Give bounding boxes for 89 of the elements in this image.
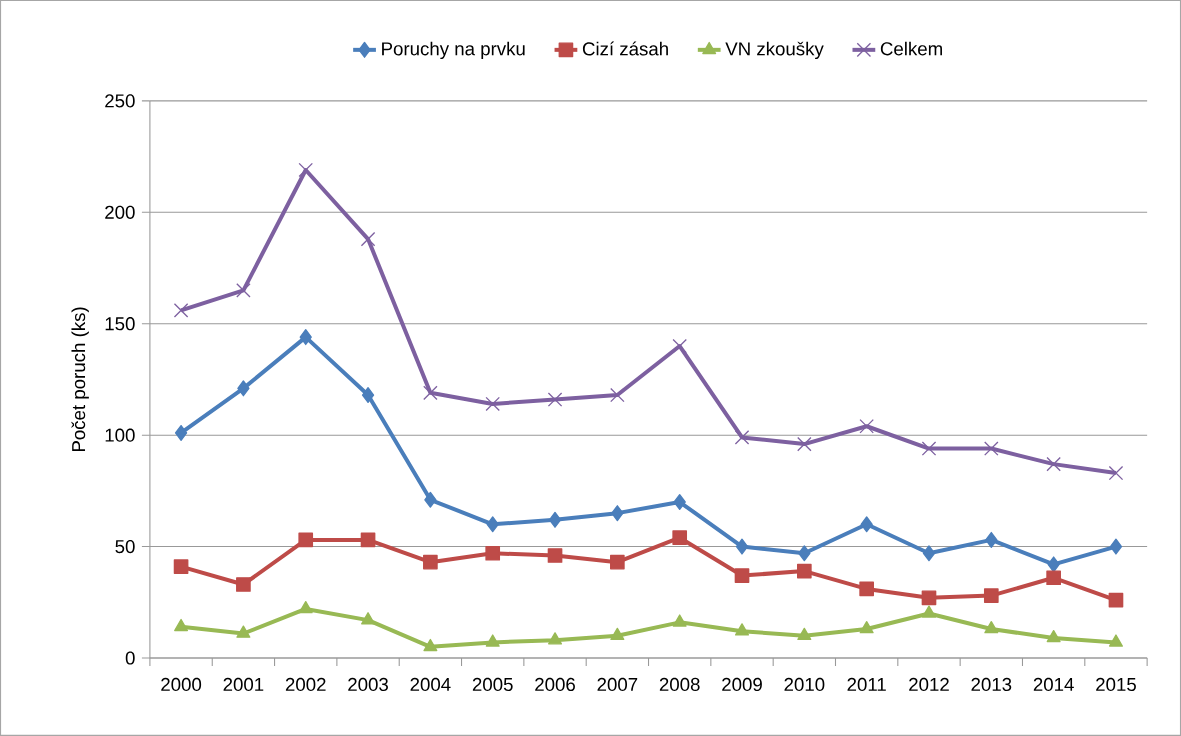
legend-label: Poruchy na prvku — [382, 41, 525, 60]
point — [1108, 634, 1123, 647]
point — [984, 621, 999, 634]
point — [361, 612, 376, 625]
x-tick-label: 2015 — [1096, 677, 1136, 692]
point — [173, 303, 189, 318]
y-tick-label: 250 — [105, 94, 135, 108]
point — [1046, 456, 1061, 472]
point — [610, 627, 625, 641]
x-tick-label: 2013 — [971, 677, 1012, 692]
point — [547, 548, 563, 563]
point — [859, 419, 874, 434]
point — [548, 632, 563, 645]
x-tick-label: 2007 — [597, 677, 638, 692]
x-tick-label: 2000 — [161, 677, 202, 692]
point — [486, 516, 499, 533]
point — [423, 638, 438, 652]
point — [548, 511, 562, 528]
point — [611, 505, 624, 522]
x-tick-label: 2002 — [285, 677, 326, 692]
point — [985, 531, 998, 548]
point — [299, 329, 312, 346]
legend-label: Celkem — [880, 41, 942, 56]
x-tick-label: 2006 — [535, 677, 575, 692]
point — [173, 559, 189, 575]
x-tick-label: 2014 — [1033, 677, 1074, 692]
point — [298, 601, 313, 614]
x-tick-label: 2008 — [659, 677, 700, 692]
point — [797, 436, 812, 452]
legend-label: VN zkoušky — [725, 41, 824, 60]
x-tick-label: 2009 — [722, 677, 762, 692]
point — [734, 623, 750, 636]
point — [610, 554, 625, 570]
x-tick-label: 2001 — [223, 677, 264, 692]
point — [672, 614, 687, 627]
y-tick-label: 150 — [105, 317, 135, 331]
point — [485, 545, 501, 561]
point — [984, 441, 999, 456]
x-tick-label: 2012 — [909, 677, 949, 692]
y-axis-title: Počet poruch (ks) — [71, 307, 89, 452]
point — [424, 491, 437, 508]
point — [236, 577, 251, 592]
point — [797, 627, 812, 641]
point — [860, 516, 873, 533]
point — [859, 621, 874, 634]
point — [1108, 465, 1124, 481]
point — [921, 441, 937, 456]
point — [672, 530, 688, 546]
point — [361, 387, 375, 404]
point — [672, 338, 687, 354]
y-tick-label: 100 — [105, 428, 135, 442]
x-tick-label: 2005 — [472, 677, 513, 692]
point — [547, 392, 563, 407]
point — [1047, 556, 1060, 573]
x-tick-label: 2010 — [784, 677, 825, 692]
point — [423, 554, 438, 570]
y-tick-label: 200 — [105, 205, 135, 219]
point — [735, 538, 749, 555]
point — [673, 494, 686, 511]
x-tick-label: 2003 — [348, 677, 388, 692]
point — [236, 283, 251, 298]
point — [734, 568, 750, 583]
x-tick-label: 2004 — [410, 677, 451, 692]
y-tick-label: 50 — [115, 540, 135, 554]
point — [174, 424, 188, 441]
point — [797, 563, 812, 579]
point — [298, 532, 314, 548]
point — [859, 581, 874, 597]
point — [1046, 570, 1061, 586]
point — [921, 605, 937, 618]
point — [1046, 630, 1061, 643]
point — [485, 396, 500, 412]
point — [610, 387, 625, 403]
point — [1108, 592, 1124, 608]
point — [236, 625, 251, 638]
y-tick-label: 0 — [125, 651, 135, 665]
point — [237, 380, 250, 397]
point — [922, 545, 936, 562]
x-tick-label: 2011 — [847, 677, 886, 692]
point — [174, 618, 189, 632]
legend-label: Cizí zásah — [582, 41, 668, 56]
point — [983, 588, 999, 603]
point — [360, 532, 376, 548]
point — [734, 430, 750, 445]
point — [798, 545, 811, 562]
point — [1109, 538, 1123, 555]
point — [485, 634, 500, 647]
point — [423, 385, 438, 401]
point — [921, 590, 937, 606]
